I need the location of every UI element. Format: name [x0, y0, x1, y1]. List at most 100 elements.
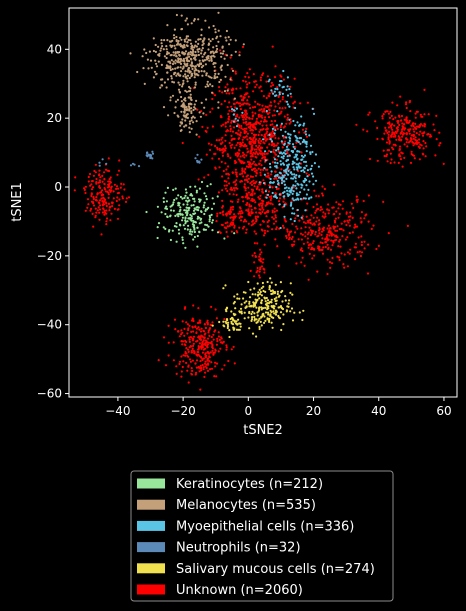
scatter-point [320, 233, 323, 236]
scatter-point [274, 161, 277, 164]
scatter-point [381, 117, 384, 120]
scatter-point [196, 208, 199, 211]
scatter-point [421, 124, 424, 127]
scatter-point [279, 226, 282, 230]
scatter-point [195, 45, 198, 48]
scatter-point [269, 150, 273, 153]
scatter-point [230, 105, 233, 108]
scatter-point [415, 132, 418, 135]
scatter-point [254, 174, 258, 177]
scatter-point [395, 127, 398, 130]
scatter-point [308, 243, 311, 246]
scatter-point [292, 243, 295, 246]
scatter-point [269, 202, 272, 205]
scatter-point [244, 111, 247, 114]
scatter-point [324, 241, 327, 244]
scatter-point [95, 211, 98, 214]
scatter-point [184, 70, 187, 73]
scatter-point [360, 220, 363, 223]
scatter-point [442, 162, 445, 165]
scatter-point [175, 225, 178, 228]
scatter-point [173, 54, 176, 57]
scatter-point [94, 214, 97, 217]
scatter-point [342, 263, 345, 266]
scatter-point [196, 153, 199, 156]
scatter-point [343, 266, 346, 269]
scatter-point [262, 179, 265, 182]
scatter-point [225, 168, 228, 171]
scatter-point [275, 296, 278, 299]
scatter-point [218, 338, 221, 341]
scatter-point [107, 157, 110, 160]
scatter-point [259, 171, 262, 174]
scatter-point [186, 354, 189, 357]
scatter-point [180, 375, 183, 378]
scatter-point [179, 213, 182, 216]
scatter-point [287, 144, 290, 147]
scatter-point [285, 136, 288, 139]
scatter-point [246, 102, 249, 105]
scatter-point [238, 54, 241, 57]
scatter-point [207, 225, 210, 228]
scatter-point [278, 93, 281, 96]
scatter-point [179, 57, 182, 61]
scatter-point [181, 365, 184, 369]
scatter-point [292, 145, 295, 148]
scatter-point [198, 111, 201, 114]
scatter-point [243, 96, 246, 99]
scatter-point [251, 190, 254, 193]
scatter-point [160, 84, 163, 87]
scatter-point [284, 106, 287, 109]
scatter-point [247, 316, 250, 319]
scatter-point [237, 152, 241, 155]
scatter-point [300, 227, 303, 230]
scatter-point [193, 72, 196, 75]
scatter-point [217, 350, 220, 353]
scatter-point [277, 102, 280, 105]
scatter-point [245, 194, 249, 197]
scatter-point [270, 311, 273, 314]
scatter-point [241, 196, 244, 199]
scatter-point [230, 121, 233, 124]
scatter-point [187, 224, 190, 227]
scatter-point [414, 112, 417, 115]
scatter-point [274, 194, 277, 197]
scatter-point [218, 80, 221, 84]
scatter-point [333, 212, 336, 216]
scatter-point [198, 342, 201, 345]
scatter-point [400, 114, 404, 118]
scatter-point [256, 102, 259, 106]
scatter-point [266, 302, 269, 305]
scatter-point [206, 343, 209, 346]
scatter-point [288, 88, 291, 91]
scatter-point [222, 213, 225, 216]
scatter-point [238, 137, 241, 140]
scatter-point [387, 122, 390, 125]
scatter-point [193, 103, 196, 106]
scatter-point [328, 261, 332, 264]
scatter-point [267, 302, 270, 305]
scatter-point [86, 206, 89, 209]
scatter-point [238, 126, 241, 129]
scatter-point [335, 210, 338, 213]
scatter-point [211, 107, 214, 110]
scatter-point [116, 208, 119, 211]
scatter-point [250, 132, 254, 135]
scatter-point [332, 226, 335, 229]
scatter-point [254, 215, 257, 218]
scatter-point [269, 101, 272, 104]
scatter-point [419, 113, 422, 116]
scatter-point [340, 222, 343, 225]
scatter-point [184, 89, 187, 92]
scatter-point [412, 124, 415, 128]
scatter-point [153, 70, 157, 73]
scatter-point [225, 346, 228, 349]
scatter-point [260, 114, 263, 117]
scatter-point [244, 109, 247, 112]
scatter-point [116, 196, 119, 199]
scatter-point [180, 110, 183, 113]
x-tick-label: −20 [170, 404, 195, 418]
scatter-point [254, 86, 257, 89]
scatter-point [176, 42, 180, 45]
scatter-point [212, 24, 215, 28]
